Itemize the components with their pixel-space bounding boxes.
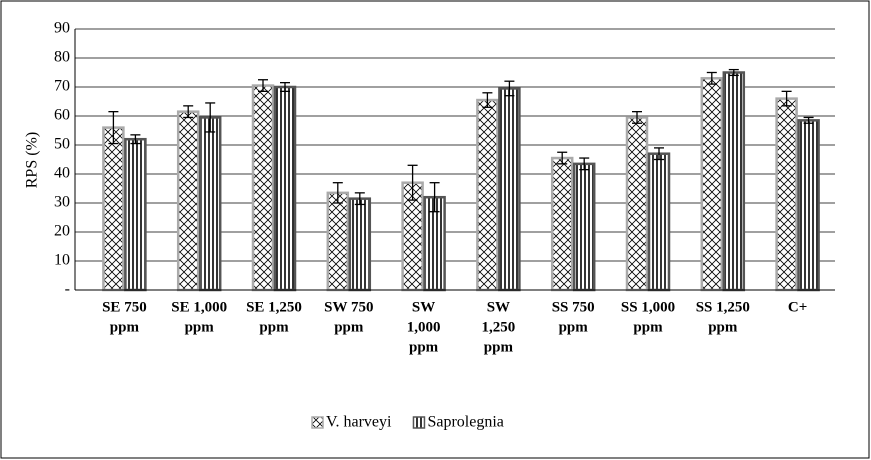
legend-swatch — [412, 416, 426, 429]
error-bar — [803, 116, 814, 124]
x-tick-label: SW — [412, 299, 435, 315]
bar — [251, 84, 275, 292]
error-bar — [332, 182, 343, 204]
error-bar — [108, 111, 119, 145]
error-bar — [654, 147, 664, 161]
error-bar — [429, 182, 440, 213]
error-bar — [280, 82, 290, 92]
error-bar — [706, 71, 717, 85]
x-tick-label: ppm — [409, 339, 439, 355]
bar — [550, 156, 574, 292]
y-tick-label: 40 — [54, 165, 70, 182]
bar — [176, 110, 200, 292]
x-tick-label: ppm — [559, 319, 589, 335]
x-tick-label: ppm — [633, 319, 663, 335]
y-tick-label: 50 — [54, 136, 70, 153]
y-tick-label: 20 — [54, 223, 70, 240]
x-tick-label: SS 750 — [552, 299, 595, 315]
x-tick-label: C+ — [788, 299, 807, 315]
bar — [498, 87, 521, 292]
x-tick-label: SE 750 — [102, 299, 147, 315]
bar — [572, 162, 596, 292]
y-tick-label: 70 — [54, 78, 70, 95]
x-tick-label: ppm — [484, 339, 514, 355]
legend-label: Saprolegnia — [427, 414, 503, 431]
error-bar — [781, 90, 792, 107]
x-tick-label: 1,000 — [407, 319, 441, 335]
y-tick-label: 10 — [54, 252, 70, 269]
x-tick-label: SW — [487, 299, 510, 315]
x-tick-label: SW 750 — [324, 299, 373, 315]
bar — [198, 116, 222, 292]
bar — [647, 152, 671, 292]
error-bar — [482, 92, 493, 108]
x-tick-label: ppm — [110, 319, 140, 335]
bar — [273, 85, 297, 292]
x-tick-label: ppm — [708, 319, 738, 335]
x-tick-label: ppm — [259, 319, 289, 335]
y-tick-label: 90 — [54, 20, 70, 37]
x-tick-label: SS 1,000 — [621, 299, 675, 315]
bar — [124, 137, 147, 292]
bar — [722, 71, 746, 292]
x-tick-label: SE 1,000 — [171, 299, 227, 315]
legend-swatch — [311, 416, 324, 429]
x-tick-label: ppm — [334, 319, 364, 335]
error-bar — [728, 68, 739, 77]
y-tick-label: 80 — [54, 49, 70, 66]
error-bar — [557, 151, 568, 165]
x-tick-label: SE 1,250 — [246, 299, 302, 315]
error-bar — [354, 192, 365, 206]
error-bar — [183, 105, 194, 119]
error-bar — [579, 157, 590, 171]
error-bar — [407, 164, 418, 201]
x-tick-label: SS 1,250 — [696, 299, 750, 315]
error-bar — [130, 134, 141, 145]
error-bar — [632, 111, 642, 124]
x-tick-label: ppm — [185, 319, 215, 335]
error-bar — [205, 102, 216, 133]
bar — [775, 97, 798, 292]
y-tick-label: 60 — [54, 107, 70, 124]
x-tick-label: 1,250 — [482, 319, 516, 335]
y-tick-label: - — [65, 281, 70, 298]
bar — [326, 191, 350, 292]
bar — [476, 98, 499, 292]
bar — [625, 116, 649, 292]
y-axis-label: RPS (%) — [24, 132, 41, 188]
bar — [797, 119, 820, 292]
bar — [700, 77, 724, 292]
error-bar — [258, 79, 268, 92]
error-bar — [504, 80, 515, 97]
bar — [348, 197, 372, 292]
legend-label: V. harveyi — [326, 414, 392, 431]
y-tick-label: 30 — [54, 194, 70, 211]
bar — [102, 126, 125, 292]
